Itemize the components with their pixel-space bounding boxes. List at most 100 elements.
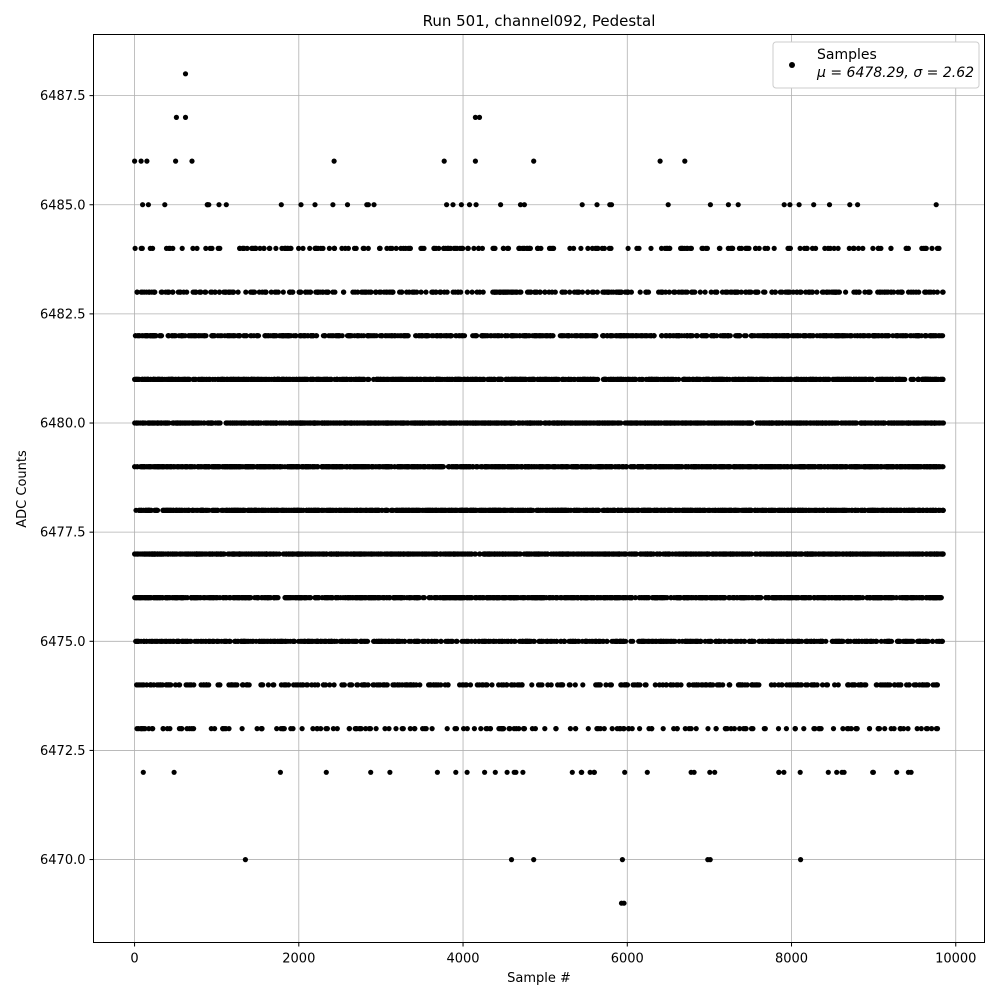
data-point: [832, 682, 838, 688]
data-point: [482, 769, 488, 775]
data-point: [352, 726, 358, 732]
data-point: [375, 507, 381, 513]
data-point: [621, 595, 627, 601]
data-point: [282, 595, 288, 601]
data-point: [397, 551, 403, 557]
data-point: [372, 551, 378, 557]
data-point: [239, 507, 246, 513]
data-point: [923, 595, 929, 601]
data-point: [185, 507, 192, 513]
data-point: [508, 638, 514, 644]
data-point: [178, 726, 184, 732]
data-point: [477, 507, 483, 513]
data-point: [516, 726, 522, 732]
data-point: [851, 682, 857, 688]
data-point: [357, 726, 363, 732]
data-point: [464, 726, 470, 732]
data-point: [910, 551, 916, 557]
data-point: [844, 726, 850, 732]
data-point: [295, 551, 301, 557]
data-point: [167, 638, 173, 644]
data-point: [472, 638, 478, 644]
data-point: [416, 638, 422, 644]
data-point: [476, 638, 482, 644]
data-point: [876, 726, 882, 732]
data-point: [407, 726, 413, 732]
data-point: [736, 551, 742, 557]
data-point: [720, 595, 727, 601]
data-point: [858, 551, 864, 557]
data-point: [299, 638, 305, 644]
data-point: [174, 638, 180, 644]
data-point: [187, 638, 193, 644]
data-point: [539, 595, 545, 601]
data-point: [915, 638, 921, 644]
data-point: [293, 507, 299, 513]
data-point: [640, 638, 646, 644]
data-point: [163, 595, 169, 601]
data-point: [444, 726, 450, 732]
data-point: [314, 726, 320, 732]
data-point: [502, 638, 508, 644]
data-point: [799, 551, 805, 557]
data-point: [663, 551, 669, 557]
data-point: [491, 551, 497, 557]
data-point: [708, 638, 714, 644]
data-point: [366, 595, 372, 601]
data-point: [274, 726, 280, 732]
data-point: [693, 551, 699, 557]
data-point: [465, 595, 471, 601]
data-point: [244, 682, 250, 688]
data-point: [149, 551, 155, 557]
data-point: [172, 682, 179, 688]
data-point: [141, 551, 147, 557]
data-point: [720, 682, 726, 688]
data-point: [830, 638, 836, 644]
data-point: [484, 726, 490, 732]
data-point: [388, 507, 394, 513]
data-point: [674, 507, 680, 513]
data-point: [878, 638, 884, 644]
data-point: [168, 507, 174, 513]
data-point: [319, 507, 325, 513]
data-point: [450, 551, 456, 557]
data-point: [771, 638, 777, 644]
data-point: [145, 595, 151, 601]
data-point: [833, 507, 839, 513]
data-point: [730, 551, 736, 557]
data-point: [267, 595, 273, 601]
data-point: [335, 551, 341, 557]
data-point: [522, 507, 528, 513]
data-points: [132, 71, 947, 906]
data-point: [657, 551, 663, 557]
data-point: [647, 507, 654, 513]
data-point: [358, 507, 364, 513]
data-point: [609, 726, 615, 732]
data-point: [603, 507, 609, 513]
data-point: [309, 682, 315, 688]
data-point: [491, 638, 497, 644]
data-point: [873, 638, 879, 644]
data-point: [840, 726, 846, 732]
data-point: [728, 726, 734, 732]
data-point: [832, 551, 838, 557]
data-point: [573, 726, 579, 732]
data-point: [906, 507, 913, 513]
data-point: [217, 595, 223, 601]
data-point: [337, 507, 343, 513]
data-point: [882, 726, 888, 732]
data-point: [324, 726, 330, 732]
data-point: [658, 638, 664, 644]
data-point: [912, 595, 918, 601]
data-point: [519, 682, 525, 688]
data-point: [715, 682, 722, 688]
data-point: [855, 638, 861, 644]
data-point: [425, 507, 431, 513]
data-point: [350, 638, 356, 644]
data-point: [263, 551, 269, 557]
data-point: [811, 595, 818, 601]
data-point: [281, 638, 287, 644]
data-point: [341, 682, 347, 688]
data-point: [839, 769, 845, 775]
data-point: [419, 638, 426, 644]
